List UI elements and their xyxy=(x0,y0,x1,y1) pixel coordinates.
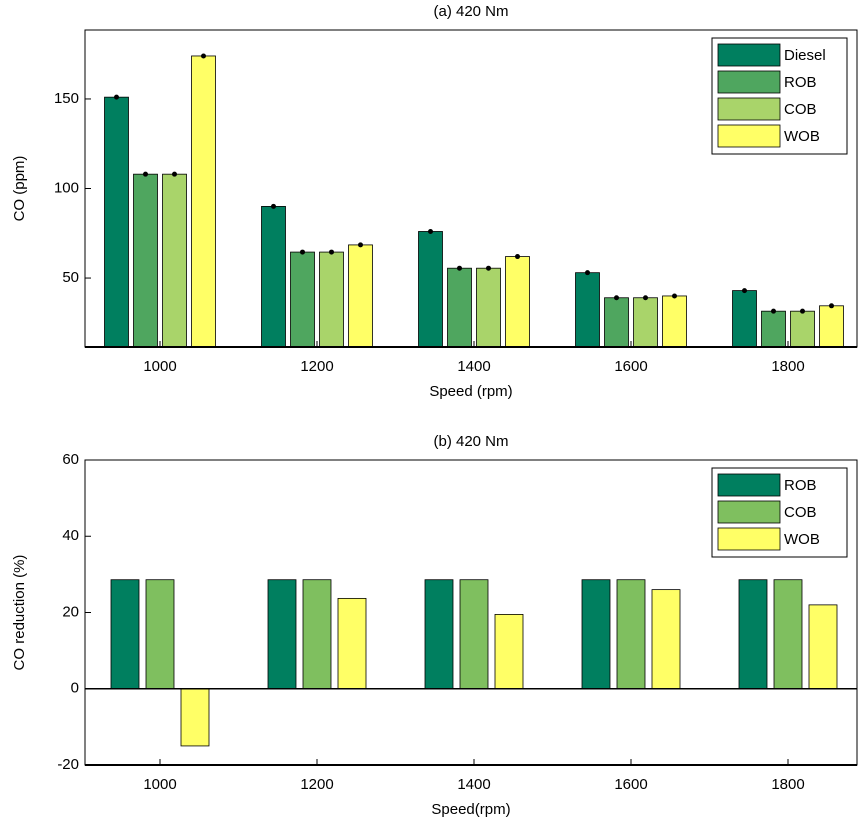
error-marker xyxy=(114,94,119,100)
bar xyxy=(494,614,524,690)
legend-swatch xyxy=(717,43,781,67)
bar xyxy=(459,579,489,690)
bar xyxy=(732,290,757,348)
error-marker xyxy=(486,265,491,271)
bar xyxy=(662,295,687,348)
bar xyxy=(418,231,443,348)
legend-label: Diesel xyxy=(784,47,826,64)
error-marker xyxy=(358,242,363,248)
x-tick-label: 1800 xyxy=(771,776,804,793)
bar xyxy=(808,604,838,690)
error-marker xyxy=(585,270,590,276)
legend-swatch xyxy=(717,97,781,121)
x-tick-label: 1400 xyxy=(457,776,490,793)
bar xyxy=(581,579,611,690)
bar xyxy=(616,579,646,690)
bar xyxy=(575,272,600,348)
legend-swatch xyxy=(717,527,781,551)
bar xyxy=(180,688,210,747)
bar xyxy=(604,297,629,348)
error-marker xyxy=(172,171,177,177)
error-marker xyxy=(515,254,520,260)
bar xyxy=(191,55,216,348)
error-marker xyxy=(329,249,334,255)
chart-title: (b) 420 Nm xyxy=(433,433,508,450)
x-axis-label: Speed (rpm) xyxy=(429,383,512,400)
error-marker xyxy=(643,295,648,301)
error-marker xyxy=(201,53,206,59)
bar xyxy=(651,589,681,690)
bar xyxy=(819,305,844,348)
x-tick-label: 1200 xyxy=(300,358,333,375)
x-tick-label: 1400 xyxy=(457,358,490,375)
y-tick-label: 20 xyxy=(62,603,79,620)
bar xyxy=(633,297,658,348)
legend-swatch xyxy=(717,124,781,148)
bar xyxy=(738,579,768,690)
bar xyxy=(337,597,367,690)
legend-label: COB xyxy=(784,101,817,118)
error-marker xyxy=(457,265,462,271)
bar xyxy=(773,579,803,690)
bar xyxy=(505,256,530,348)
legend-swatch xyxy=(717,70,781,94)
y-tick-label: 150 xyxy=(54,90,79,107)
bar xyxy=(145,579,175,690)
bar xyxy=(133,173,158,348)
bar xyxy=(267,579,297,690)
x-tick-label: 1800 xyxy=(771,358,804,375)
y-tick-label: 0 xyxy=(71,680,79,697)
bar xyxy=(261,206,286,348)
x-axis-label: Speed(rpm) xyxy=(431,801,510,817)
bar xyxy=(790,310,815,348)
legend-label: ROB xyxy=(784,74,817,91)
bar xyxy=(447,267,472,348)
chart-title: (a) 420 Nm xyxy=(433,3,508,20)
error-marker xyxy=(672,293,677,299)
legend-swatch xyxy=(717,473,781,497)
bar xyxy=(476,267,501,348)
x-tick-label: 1000 xyxy=(143,776,176,793)
legend-label: WOB xyxy=(784,128,820,145)
bar xyxy=(104,96,129,348)
error-marker xyxy=(742,288,747,294)
bar xyxy=(348,244,373,348)
y-tick-label: 40 xyxy=(62,527,79,544)
y-tick-label: 60 xyxy=(62,451,79,468)
error-marker xyxy=(428,228,433,234)
error-marker xyxy=(300,249,305,255)
bar xyxy=(761,310,786,348)
x-tick-label: 1600 xyxy=(614,776,647,793)
legend-label: COB xyxy=(784,504,817,521)
y-tick-label: 100 xyxy=(54,179,79,196)
error-marker xyxy=(143,171,148,177)
bar xyxy=(162,173,187,348)
error-marker xyxy=(271,203,276,209)
error-marker xyxy=(771,308,776,314)
bar xyxy=(110,579,140,690)
legend-swatch xyxy=(717,500,781,524)
y-axis-label: CO reduction (%) xyxy=(11,555,28,671)
y-tick-label: -20 xyxy=(57,756,79,773)
error-marker xyxy=(829,303,834,309)
x-tick-label: 1200 xyxy=(300,776,333,793)
bar xyxy=(319,251,344,348)
x-tick-label: 1600 xyxy=(614,358,647,375)
bar xyxy=(290,251,315,348)
bar xyxy=(424,579,454,690)
error-marker xyxy=(800,308,805,314)
y-tick-label: 50 xyxy=(62,269,79,286)
legend-label: ROB xyxy=(784,477,817,494)
bar xyxy=(302,579,332,690)
legend-label: WOB xyxy=(784,531,820,548)
error-marker xyxy=(614,295,619,301)
x-tick-label: 1000 xyxy=(143,358,176,375)
y-axis-label: CO (ppm) xyxy=(11,156,28,222)
